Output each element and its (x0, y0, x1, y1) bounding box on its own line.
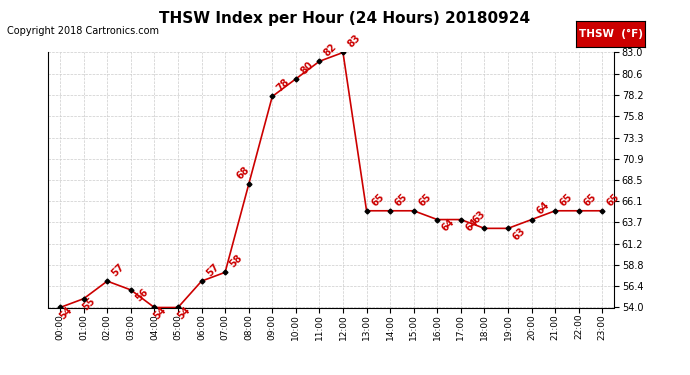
Text: 65: 65 (582, 191, 598, 208)
Text: 63: 63 (471, 209, 487, 226)
Text: 78: 78 (275, 77, 292, 94)
Text: THSW  (°F): THSW (°F) (579, 29, 642, 39)
Text: 65: 65 (558, 191, 575, 208)
Text: 57: 57 (204, 262, 221, 278)
Text: 64: 64 (534, 200, 551, 217)
Text: 64: 64 (464, 217, 480, 234)
Text: 68: 68 (235, 165, 251, 182)
Text: 55: 55 (81, 296, 97, 313)
Text: 83: 83 (346, 33, 362, 50)
Text: 64: 64 (440, 217, 457, 234)
Text: 57: 57 (110, 262, 127, 278)
Text: 82: 82 (322, 42, 339, 58)
Text: Copyright 2018 Cartronics.com: Copyright 2018 Cartronics.com (7, 26, 159, 36)
Text: 56: 56 (134, 287, 150, 304)
Text: 63: 63 (511, 226, 527, 242)
Text: 58: 58 (228, 253, 244, 270)
Text: 65: 65 (605, 191, 622, 208)
Text: 65: 65 (393, 191, 410, 208)
Text: 54: 54 (57, 305, 74, 321)
Text: 65: 65 (417, 191, 433, 208)
Text: 54: 54 (152, 305, 168, 321)
Text: 54: 54 (175, 305, 192, 321)
Text: THSW Index per Hour (24 Hours) 20180924: THSW Index per Hour (24 Hours) 20180924 (159, 11, 531, 26)
Text: 65: 65 (369, 191, 386, 208)
Text: 80: 80 (299, 59, 315, 76)
